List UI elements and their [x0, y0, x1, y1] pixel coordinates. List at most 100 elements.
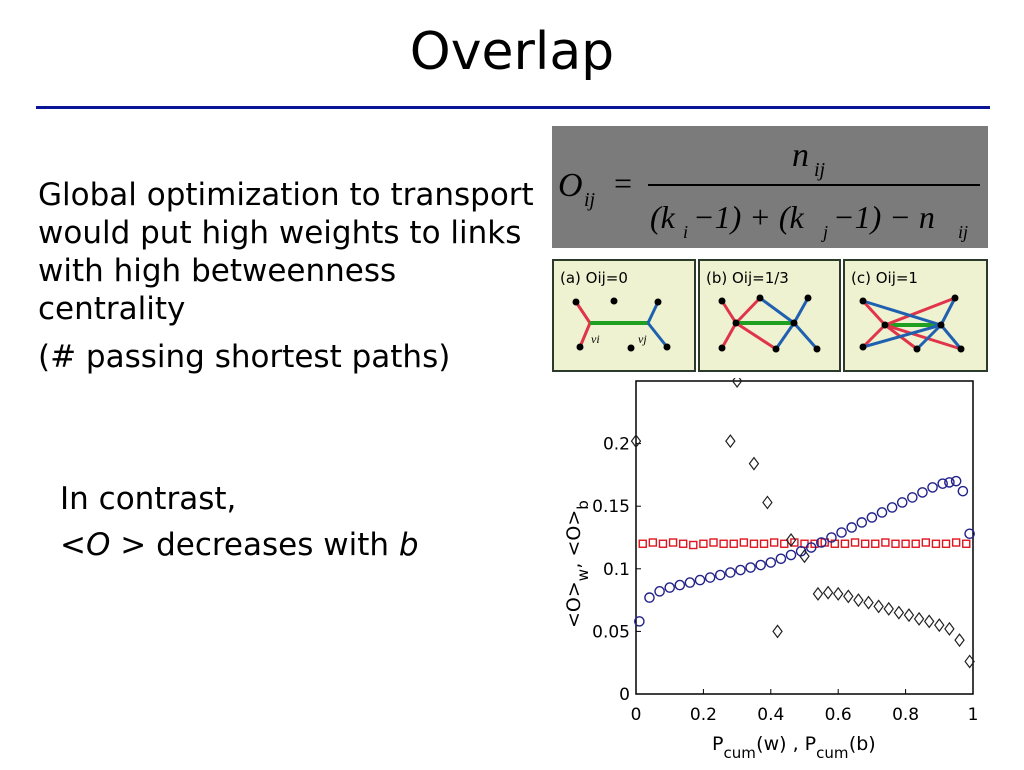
- data-point-diamond: [964, 654, 975, 669]
- node: [627, 344, 635, 352]
- data-point-diamond: [630, 434, 642, 449]
- data-point-square: [769, 538, 779, 547]
- data-point-square: [951, 538, 961, 547]
- data-point-square: [749, 539, 759, 548]
- data-point-square: [689, 540, 698, 550]
- plot-frame: [635, 380, 974, 695]
- node: [859, 297, 867, 305]
- data-point-diamond: [762, 495, 773, 510]
- node: [913, 345, 921, 353]
- slide-title: Overlap: [409, 22, 615, 82]
- edge: [720, 300, 738, 324]
- edge: [861, 323, 887, 349]
- data-point-circle: [725, 567, 736, 578]
- formula-den-b-sub: j: [821, 222, 828, 242]
- node: [718, 344, 726, 352]
- node: [881, 321, 889, 329]
- y-tick-label: 0.05: [592, 622, 630, 642]
- edge: [646, 301, 660, 324]
- y-tick-label: 0: [619, 685, 630, 705]
- data-point-diamond: [731, 374, 743, 388]
- panel-a-graph: vi vj: [572, 297, 671, 352]
- node: [790, 319, 798, 327]
- formula-den-a: (k: [650, 199, 676, 235]
- data-point-circle: [876, 507, 888, 518]
- edge: [574, 301, 592, 324]
- edge: [792, 322, 819, 350]
- data-point-square: [891, 539, 900, 548]
- contrast-text: In contrast,: [60, 481, 237, 517]
- data-point-circle: [856, 517, 868, 528]
- data-point-diamond: [822, 585, 834, 600]
- data-point-diamond: [913, 611, 925, 626]
- decreases-prefix: <: [60, 527, 86, 563]
- data-point-square: [810, 539, 819, 548]
- data-point-circle: [907, 492, 918, 503]
- data-point-circle: [704, 572, 716, 583]
- data-point-square: [941, 539, 951, 548]
- data-point-square: [699, 539, 708, 548]
- data-point-square: [901, 539, 910, 548]
- formula-equals: =: [614, 165, 632, 201]
- data-point-square: [840, 539, 850, 548]
- data-point-circle: [896, 497, 908, 508]
- data-point-square: [911, 539, 920, 548]
- edge: [774, 322, 796, 350]
- node: [756, 294, 764, 302]
- data-point-circle: [886, 502, 898, 513]
- data-point-circle: [927, 482, 938, 493]
- data-point-diamond: [853, 593, 864, 608]
- decreases-symbol-b: b: [398, 527, 419, 563]
- data-point-square: [962, 539, 971, 548]
- data-point-diamond: [799, 549, 810, 564]
- edge: [578, 322, 592, 348]
- edge: [884, 323, 962, 351]
- node-label-vj: vj: [638, 332, 647, 346]
- formula-lhs: O: [558, 167, 583, 204]
- data-point-circle: [775, 553, 787, 565]
- panel-a: (a) Oij=0 vi vj: [552, 259, 696, 372]
- data-point-diamond: [934, 618, 945, 633]
- edge: [862, 299, 942, 327]
- x-tick-label: 0: [631, 705, 642, 725]
- data-point-circle: [846, 522, 857, 533]
- data-point-square: [678, 539, 688, 548]
- formula-numerator: n: [792, 137, 809, 174]
- data-point-square: [709, 538, 718, 547]
- edge: [720, 322, 738, 349]
- node: [572, 298, 580, 306]
- data-point-square: [668, 538, 678, 547]
- node: [663, 343, 671, 351]
- data-point-circle: [765, 557, 777, 568]
- data-point-square: [719, 539, 728, 548]
- data-point-square: [648, 538, 658, 547]
- y-tick-label: 0.1: [603, 560, 630, 580]
- edge: [735, 321, 777, 351]
- data-point-circle: [944, 477, 955, 488]
- data-point-square: [921, 538, 931, 547]
- data-point-diamond: [843, 589, 854, 604]
- data-point-square: [739, 538, 749, 547]
- data-point-circle: [964, 528, 975, 540]
- x-tick-label: 0.2: [690, 705, 717, 725]
- node: [576, 343, 584, 351]
- data-point-square: [860, 539, 870, 548]
- data-point-circle: [745, 562, 756, 573]
- data-point-diamond: [923, 614, 935, 629]
- node: [859, 343, 867, 351]
- node: [813, 345, 821, 353]
- data-point-circle: [957, 485, 969, 497]
- data-point-circle: [826, 532, 837, 543]
- formula-den-c: −1) − n: [833, 199, 935, 235]
- y-axis-label-text: <O>w , <O>b: [563, 500, 592, 628]
- panel-a-label: (a) Oij=0: [560, 269, 628, 287]
- node: [772, 345, 780, 353]
- data-point-circle: [664, 582, 675, 593]
- data-point-circle: [917, 487, 928, 498]
- panel-b: (b) Oij=1/3: [698, 259, 841, 372]
- formula-den-c-sub: ij: [958, 222, 968, 242]
- data-point-circle: [805, 542, 817, 553]
- data-point-diamond: [832, 586, 844, 601]
- data-point-circle: [785, 549, 797, 561]
- data-point-circle: [735, 564, 746, 576]
